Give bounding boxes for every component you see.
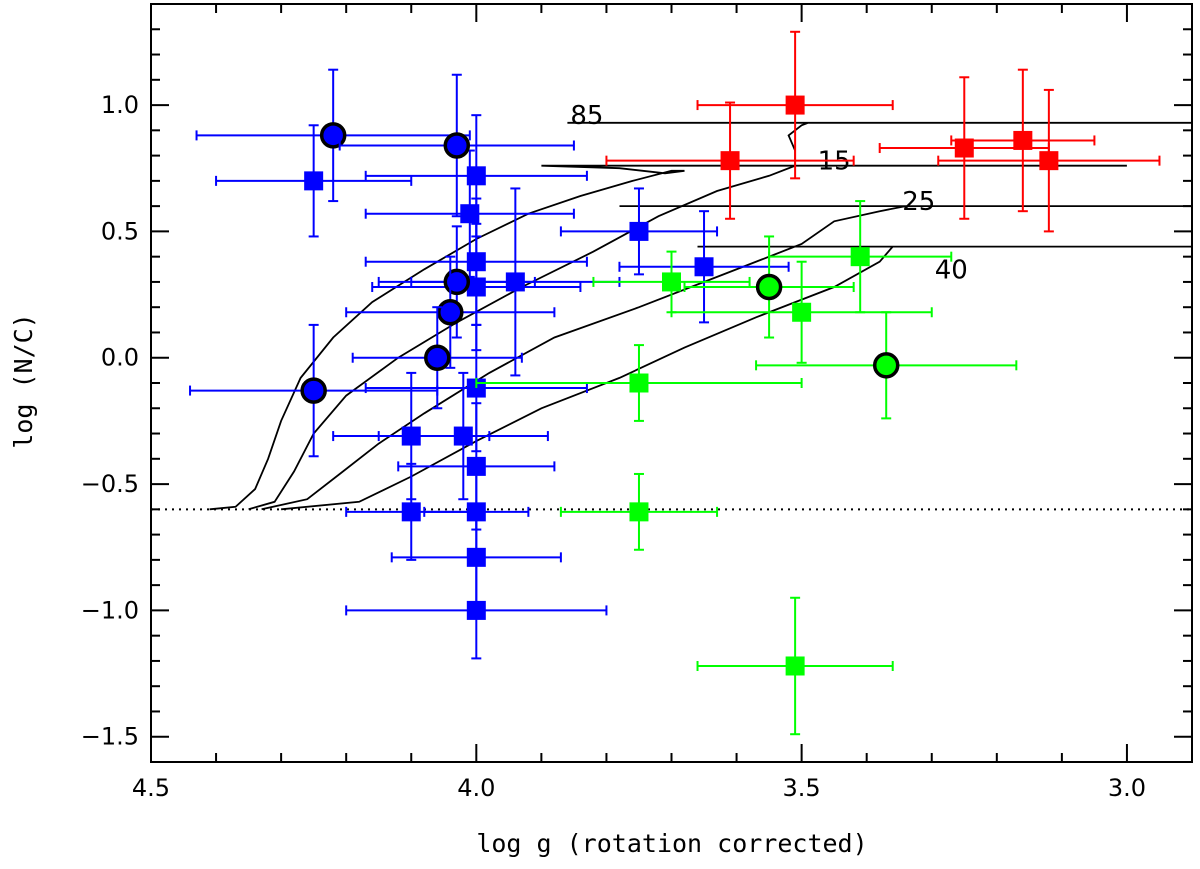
track-line-85 [209, 164, 1127, 511]
marker-square [720, 151, 740, 171]
marker-square [401, 502, 421, 522]
data-points-layer [189, 30, 1161, 736]
marker-square [304, 171, 324, 191]
marker-circle [300, 377, 327, 404]
point-green-circles-0 [683, 235, 855, 339]
marker-square [629, 221, 649, 241]
marker-circle [872, 352, 900, 379]
marker-square [1013, 130, 1033, 150]
point-blue-circles-5 [189, 323, 439, 458]
point-green-squares-2 [670, 260, 933, 364]
point-green-squares-1 [768, 200, 953, 314]
point-blue-circles-4 [351, 306, 523, 410]
marker-square [629, 502, 649, 522]
point-green-circles-1 [755, 311, 1018, 420]
point-blue-circles-1 [338, 73, 575, 218]
point-blue-squares-0 [215, 124, 413, 238]
point-green-squares-0 [592, 250, 751, 314]
point-red-squares-3 [950, 68, 1096, 213]
x-tick-label: 4.0 [457, 774, 495, 802]
marker-circle [424, 344, 451, 371]
y-tick-label: 0.5 [101, 217, 139, 245]
track-label-25: 25 [902, 187, 935, 217]
y-tick-label: −0.5 [81, 470, 139, 498]
marker-square [466, 166, 486, 186]
point-green-squares-3 [475, 344, 803, 422]
marker-circle [443, 132, 471, 159]
point-green-squares-5 [696, 596, 894, 736]
marker-square [785, 656, 805, 676]
marker-square [694, 257, 714, 277]
x-tick-label: 4.5 [132, 774, 170, 802]
point-blue-squares-1 [364, 114, 588, 238]
point-blue-squares-6 [559, 187, 719, 276]
marker-square [453, 426, 473, 446]
marker-circle [755, 273, 783, 301]
y-tick-label: −1.0 [81, 596, 139, 624]
point-red-squares-4 [937, 88, 1161, 233]
marker-square [662, 272, 681, 292]
track-line-25 [261, 205, 1192, 511]
point-blue-circles-3 [345, 255, 556, 369]
x-tick-label: 3.5 [783, 774, 821, 802]
marker-circle [443, 268, 471, 296]
point-red-squares-2 [878, 76, 1050, 220]
marker-square [629, 373, 649, 393]
track-label-85: 85 [570, 101, 603, 131]
marker-square [792, 302, 812, 322]
y-tick-label: −1.5 [81, 723, 139, 751]
x-axis-label: log g (rotation corrected) [476, 829, 867, 858]
marker-circle [437, 299, 464, 326]
marker-square [785, 95, 805, 115]
y-axis-label: log (N/C) [9, 313, 38, 448]
marker-square [466, 600, 486, 620]
marker-square [954, 138, 974, 158]
point-green-squares-4 [559, 472, 719, 551]
marker-square [1039, 151, 1059, 171]
x-tick-label: 3.0 [1108, 774, 1146, 802]
marker-square [460, 204, 480, 224]
point-blue-circles-0 [195, 68, 471, 203]
ticks-layer: 4.5 4.0 3.5 3.0 −1.5 −1.0 −0.5 0.0 0.5 1.0 [81, 3, 1193, 802]
point-red-squares-1 [605, 101, 855, 220]
marker-square [850, 247, 870, 267]
y-tick-label: 0.0 [101, 344, 139, 372]
labels-layer: log g (rotation corrected) log (N/C) [9, 313, 868, 858]
point-blue-squares-10 [377, 371, 549, 501]
y-tick-label: 1.0 [101, 91, 139, 119]
point-blue-squares-15 [345, 561, 608, 660]
marker-circle [319, 122, 347, 149]
point-blue-squares-7 [618, 210, 790, 324]
